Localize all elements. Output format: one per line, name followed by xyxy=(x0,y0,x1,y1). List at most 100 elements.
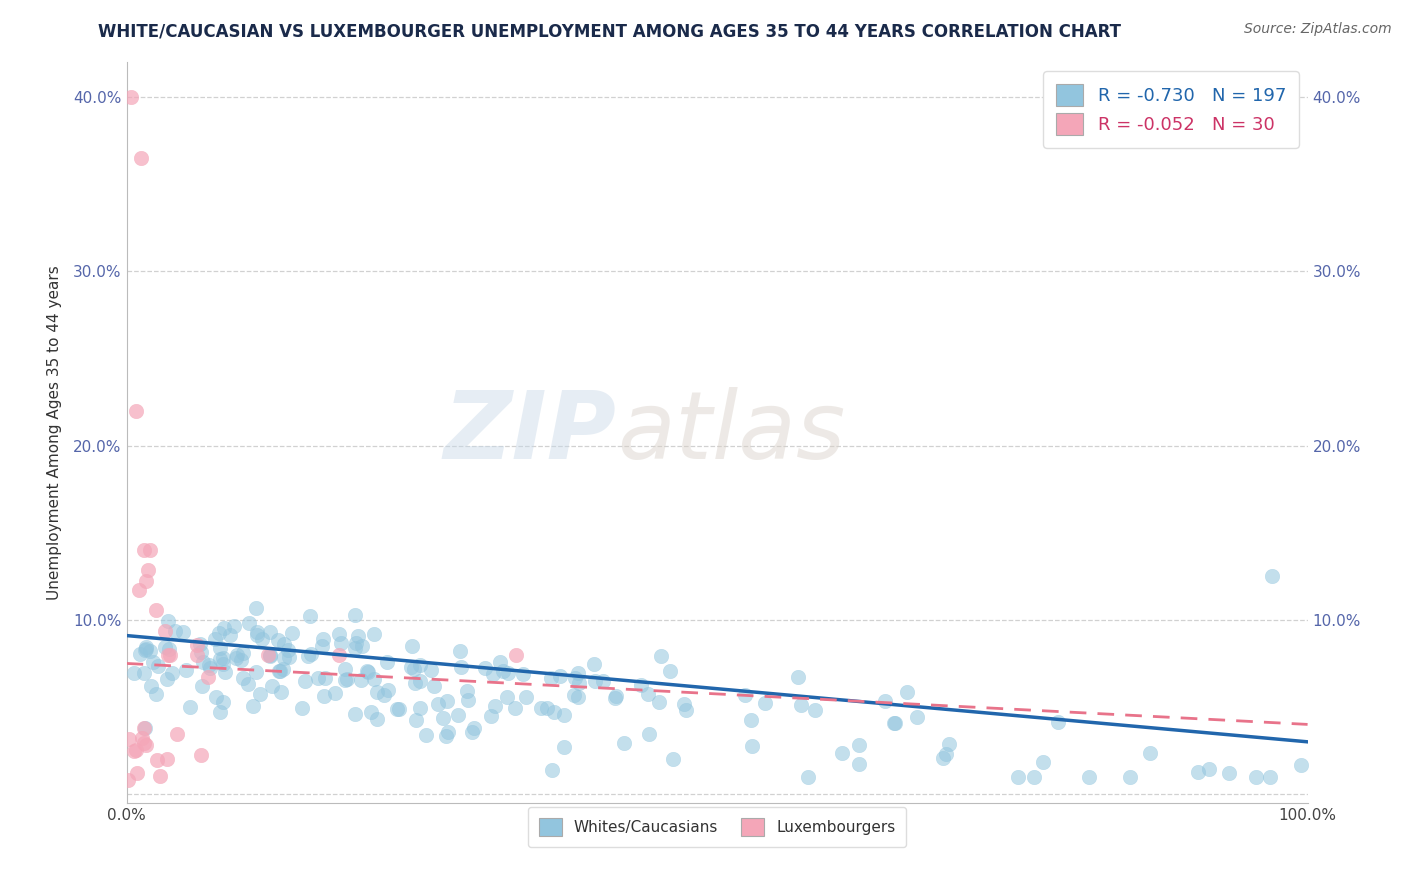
Point xyxy=(257,648,280,662)
Point xyxy=(262,679,284,693)
Point xyxy=(450,660,472,674)
Point xyxy=(225,648,247,662)
Point xyxy=(1119,770,1142,784)
Point xyxy=(637,687,659,701)
Point xyxy=(117,772,139,787)
Text: Source: ZipAtlas.com: Source: ZipAtlas.com xyxy=(1244,22,1392,37)
Point xyxy=(127,765,149,780)
Point xyxy=(375,655,398,669)
Point xyxy=(540,671,562,685)
Point xyxy=(932,751,955,765)
Point xyxy=(231,646,253,660)
Point xyxy=(162,666,184,681)
Point xyxy=(541,763,564,777)
Point xyxy=(515,690,537,705)
Point xyxy=(238,615,260,630)
Point xyxy=(186,648,208,662)
Point xyxy=(592,674,614,689)
Point xyxy=(905,710,928,724)
Point xyxy=(432,711,454,725)
Point xyxy=(343,641,366,656)
Point xyxy=(938,737,960,751)
Point xyxy=(214,665,236,679)
Point xyxy=(273,651,295,665)
Point xyxy=(420,663,443,677)
Point xyxy=(741,739,763,753)
Point xyxy=(259,624,281,639)
Point xyxy=(208,640,231,655)
Point xyxy=(790,698,813,712)
Point xyxy=(193,655,215,669)
Point xyxy=(463,721,485,735)
Point xyxy=(530,700,553,714)
Point xyxy=(505,648,527,662)
Point xyxy=(132,736,155,750)
Point xyxy=(489,655,512,669)
Point xyxy=(343,608,366,623)
Point xyxy=(344,706,367,721)
Point xyxy=(460,724,482,739)
Point xyxy=(550,669,572,683)
Point xyxy=(146,753,169,767)
Point xyxy=(408,657,430,672)
Point xyxy=(401,640,423,654)
Point xyxy=(273,637,295,651)
Point xyxy=(245,665,267,680)
Point xyxy=(156,752,179,766)
Point xyxy=(125,404,148,418)
Point xyxy=(128,583,150,598)
Point xyxy=(1198,762,1220,776)
Point xyxy=(129,647,152,661)
Point xyxy=(734,688,756,702)
Point xyxy=(205,690,228,704)
Point xyxy=(484,699,506,714)
Point xyxy=(159,648,181,662)
Point xyxy=(139,679,162,693)
Point xyxy=(408,674,430,689)
Point xyxy=(360,705,382,719)
Point xyxy=(553,707,575,722)
Point xyxy=(831,746,853,760)
Point xyxy=(139,543,162,558)
Point xyxy=(350,673,373,687)
Point xyxy=(1261,569,1284,583)
Point xyxy=(1032,755,1054,769)
Point xyxy=(935,747,957,761)
Point xyxy=(449,644,471,658)
Point xyxy=(388,702,411,716)
Point xyxy=(630,678,652,692)
Point xyxy=(650,648,672,663)
Point xyxy=(605,689,627,703)
Point xyxy=(270,684,292,698)
Point xyxy=(787,670,810,684)
Point xyxy=(172,625,194,640)
Point xyxy=(299,648,322,662)
Point xyxy=(377,682,399,697)
Point xyxy=(884,715,907,730)
Point xyxy=(512,667,534,681)
Point xyxy=(174,663,197,677)
Point xyxy=(329,635,352,649)
Point xyxy=(567,690,589,705)
Point xyxy=(848,757,870,772)
Point xyxy=(232,671,254,685)
Point xyxy=(350,639,373,653)
Point xyxy=(356,665,378,679)
Point xyxy=(482,666,505,681)
Point xyxy=(149,769,172,783)
Point xyxy=(312,632,335,646)
Point xyxy=(225,650,247,665)
Point xyxy=(804,703,827,717)
Point xyxy=(564,671,586,685)
Point xyxy=(1046,714,1069,729)
Point xyxy=(328,627,350,641)
Point xyxy=(212,650,235,665)
Point xyxy=(298,609,321,624)
Point xyxy=(314,672,336,686)
Point xyxy=(562,688,585,702)
Point xyxy=(131,731,153,746)
Point xyxy=(138,564,160,578)
Point xyxy=(553,740,575,755)
Point xyxy=(155,640,177,655)
Point xyxy=(198,657,221,672)
